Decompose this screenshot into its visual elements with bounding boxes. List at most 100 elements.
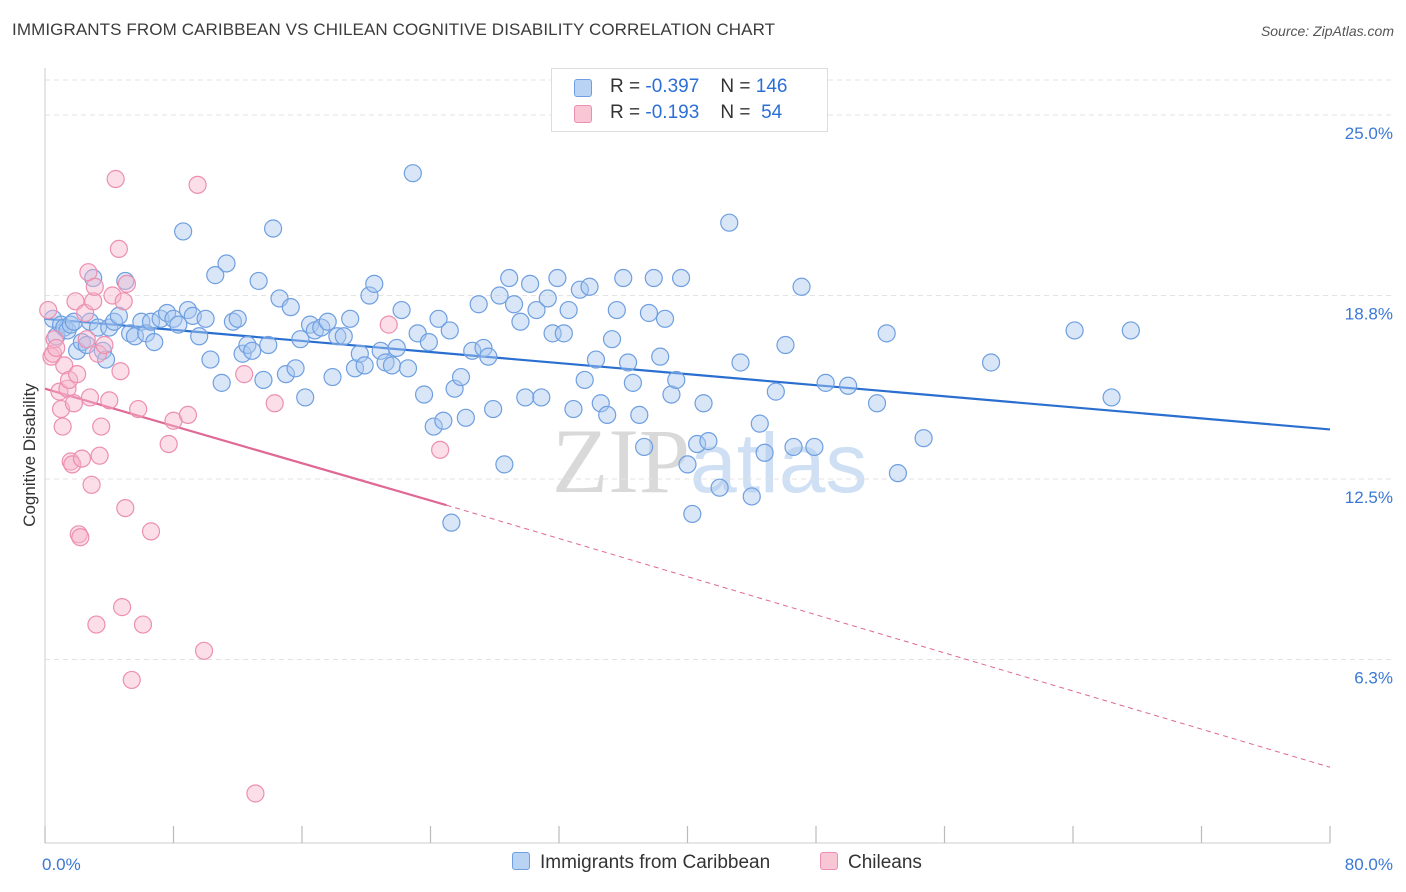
- chileans-point: [82, 475, 101, 494]
- chileans-point: [109, 239, 128, 259]
- chileans-trend-extension: [446, 504, 1331, 768]
- caribbean-point: [766, 382, 785, 401]
- caribbean-point: [190, 327, 209, 346]
- caribbean-point: [750, 414, 769, 433]
- chileans-point: [235, 365, 254, 384]
- chileans-point: [80, 388, 100, 407]
- caribbean-point: [263, 219, 283, 238]
- chileans-point: [133, 615, 153, 634]
- chileans-point: [47, 338, 66, 358]
- caribbean-point: [694, 394, 713, 413]
- chileans-point: [92, 417, 111, 436]
- y-tick-label: 6.3%: [1354, 669, 1393, 688]
- chileans-point: [112, 598, 132, 617]
- caribbean-point: [981, 353, 1001, 372]
- caribbean-point: [710, 478, 729, 497]
- chileans-point: [71, 528, 90, 547]
- caribbean-point: [228, 309, 247, 328]
- caribbean-point: [116, 271, 135, 291]
- caribbean-point: [575, 370, 594, 390]
- chileans-point: [66, 292, 85, 311]
- caribbean-point: [121, 324, 140, 343]
- caribbean-point: [201, 350, 220, 369]
- caribbean-point: [538, 289, 557, 308]
- y-tick-label: 18.8%: [1345, 305, 1393, 324]
- caribbean-point: [100, 318, 119, 337]
- caribbean-point: [591, 394, 610, 413]
- chileans-point: [55, 356, 74, 375]
- caribbean-point: [281, 298, 300, 317]
- caribbean-point: [623, 373, 642, 392]
- caribbean-point: [463, 341, 482, 360]
- chileans-point: [53, 417, 72, 436]
- caribbean-point: [398, 359, 418, 378]
- caribbean-point: [360, 286, 379, 305]
- caribbean-point: [318, 312, 337, 331]
- caribbean-point: [755, 443, 774, 462]
- chileans-point: [265, 394, 284, 413]
- caribbean-point: [451, 367, 471, 387]
- caribbean-point: [527, 300, 546, 320]
- caribbean-point: [1065, 321, 1084, 340]
- caribbean-point: [174, 222, 193, 241]
- caribbean-point: [699, 432, 718, 451]
- caribbean-point: [490, 286, 509, 305]
- caribbean-point: [816, 373, 835, 392]
- caribbean-point: [212, 373, 231, 392]
- caribbean-point: [667, 370, 686, 390]
- legend-n-label: N =: [720, 76, 751, 97]
- caribbean-point: [300, 315, 320, 334]
- caribbean-point: [554, 324, 573, 343]
- caribbean-point: [914, 429, 933, 448]
- caribbean-point: [1121, 321, 1140, 340]
- caribbean-point: [516, 388, 535, 407]
- caribbean-point: [382, 356, 402, 375]
- chileans-point: [39, 300, 58, 320]
- caribbean-point: [548, 268, 567, 288]
- caribbean-point: [678, 455, 697, 474]
- bottom-legend-chileans: Chileans: [820, 852, 922, 874]
- caribbean-point: [403, 164, 422, 183]
- caribbean-point: [223, 312, 243, 331]
- caribbean-point: [440, 321, 459, 340]
- caribbean-point: [867, 394, 887, 413]
- legend-r-value: -0.397: [645, 76, 700, 97]
- chileans-point: [42, 347, 61, 366]
- caribbean-point: [341, 309, 360, 328]
- caribbean-point: [500, 268, 519, 288]
- caribbean-point: [776, 335, 795, 355]
- chileans-legend-swatch: [820, 852, 838, 870]
- y-tick-label: 12.5%: [1345, 488, 1393, 507]
- chileans-point: [379, 315, 398, 334]
- chileans-point: [43, 344, 63, 363]
- caribbean-point: [580, 277, 599, 296]
- chileans-point: [111, 362, 130, 381]
- chileans-point: [194, 641, 214, 660]
- caribbean-point: [429, 309, 448, 328]
- caribbean-swatch: [574, 79, 592, 97]
- caribbean-point: [598, 405, 617, 425]
- chileans-point: [87, 615, 106, 634]
- chileans-point: [103, 286, 122, 305]
- caribbean-legend-swatch: [512, 852, 530, 870]
- caribbean-point: [586, 350, 606, 369]
- y-tick-label: 25.0%: [1345, 124, 1393, 143]
- chileans-point: [116, 498, 135, 518]
- caribbean-point: [877, 324, 896, 343]
- caribbean-point: [474, 338, 493, 358]
- caribbean-point: [520, 274, 540, 293]
- caribbean-point: [742, 487, 761, 506]
- caribbean-point: [504, 295, 524, 314]
- y-axis-label: Cognitive Disability: [20, 383, 39, 527]
- caribbean-point: [532, 388, 551, 407]
- caribbean-point: [72, 332, 92, 352]
- caribbean-point: [671, 268, 691, 288]
- caribbean-point: [655, 309, 675, 328]
- caribbean-trend-line: [44, 317, 1331, 431]
- legend-r-label: R =: [610, 76, 641, 97]
- stats-legend: R = -0.397 N = 146 R = -0.193 N = 54: [551, 68, 828, 132]
- legend-r-value: -0.193: [645, 102, 700, 123]
- watermark-atlas: atlas: [690, 416, 867, 510]
- caribbean-point: [564, 399, 583, 419]
